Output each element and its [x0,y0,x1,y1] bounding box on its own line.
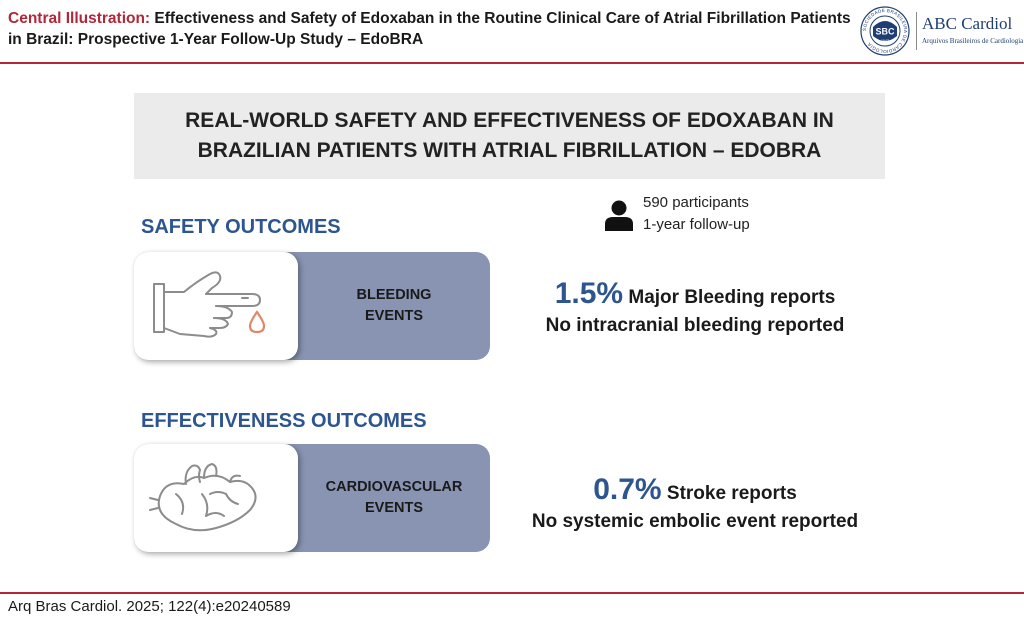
banner-line-2: BRAZILIAN PATIENTS WITH ATRIAL FIBRILLAT… [197,139,822,162]
footer-divider [0,592,1024,594]
safety-outcomes-title: SAFETY OUTCOMES [141,216,341,238]
bleeding-result: 1.5% Major Bleeding reports No intracran… [500,278,890,338]
effectiveness-outcomes-title: EFFECTIVENESS OUTCOMES [141,410,427,432]
cardiovascular-events-panel: CARDIOVASCULAR EVENTS [134,444,490,552]
stroke-result-headline: 0.7% Stroke reports [500,474,890,510]
header-divider [0,62,1024,64]
stroke-result: 0.7% Stroke reports No systemic embolic … [500,474,890,534]
header: Central Illustration: Effectiveness and … [0,0,1024,62]
bleeding-result-headline: 1.5% Major Bleeding reports [500,278,890,314]
banner-heading: REAL-WORLD SAFETY AND EFFECTIVENESS OF E… [185,106,834,166]
bleeding-label-line2: EVENTS [364,308,423,324]
bleeding-result-text: Major Bleeding reports [628,287,836,308]
participants-text: 590 participants 1-year follow-up [643,192,750,236]
bleeding-label-line1: BLEEDING [356,287,432,303]
seal-year: 1943 [881,39,889,43]
logo-subtitle: Arquivos Brasileiros de Cardiologia [922,37,1024,45]
bleeding-percentage: 1.5% [554,277,624,310]
cardiovascular-events-label: CARDIOVASCULAR EVENTS [298,444,490,552]
stroke-percentage: 0.7% [593,473,662,506]
bleeding-finger-icon [153,271,266,338]
sbc-seal-icon: SOCIEDADE BRASILEIRA DE CARDIOLOGIA SBC … [860,6,910,56]
main-banner: REAL-WORLD SAFETY AND EFFECTIVENESS OF E… [134,93,885,179]
citation: Arq Bras Cardiol. 2025; 122(4):e20240589 [8,598,291,615]
bleeding-icon-card [134,252,298,360]
page-title: Central Illustration: Effectiveness and … [8,8,858,50]
participants-info: 590 participants 1-year follow-up [600,192,800,238]
followup-duration: 1-year follow-up [643,216,750,233]
stroke-result-text: Stroke reports [666,483,797,504]
bleeding-result-note: No intracranial bleeding reported [545,315,845,336]
banner-line-1: REAL-WORLD SAFETY AND EFFECTIVENESS OF E… [185,109,834,132]
heart-icon-card [134,444,298,552]
heart-icon [149,463,257,532]
title-lead: Central Illustration: [8,10,151,27]
logo-name: ABC Cardiol [922,14,1013,33]
cardio-label-line1: CARDIOVASCULAR [325,479,463,495]
stroke-result-note: No systemic embolic event reported [531,511,859,532]
bleeding-events-label: BLEEDING EVENTS [298,252,490,360]
abc-cardiol-logo: SOCIEDADE BRASILEIRA DE CARDIOLOGIA SBC … [858,4,1024,58]
cardio-label-line2: EVENTS [364,500,423,516]
bleeding-events-panel: BLEEDING EVENTS [134,252,490,360]
title-text: Effectiveness and Safety of Edoxaban in … [8,10,851,48]
participants-count: 590 participants [643,194,749,211]
person-icon [605,200,633,231]
logo-divider [916,12,917,50]
seal-abbr: SBC [875,27,895,37]
